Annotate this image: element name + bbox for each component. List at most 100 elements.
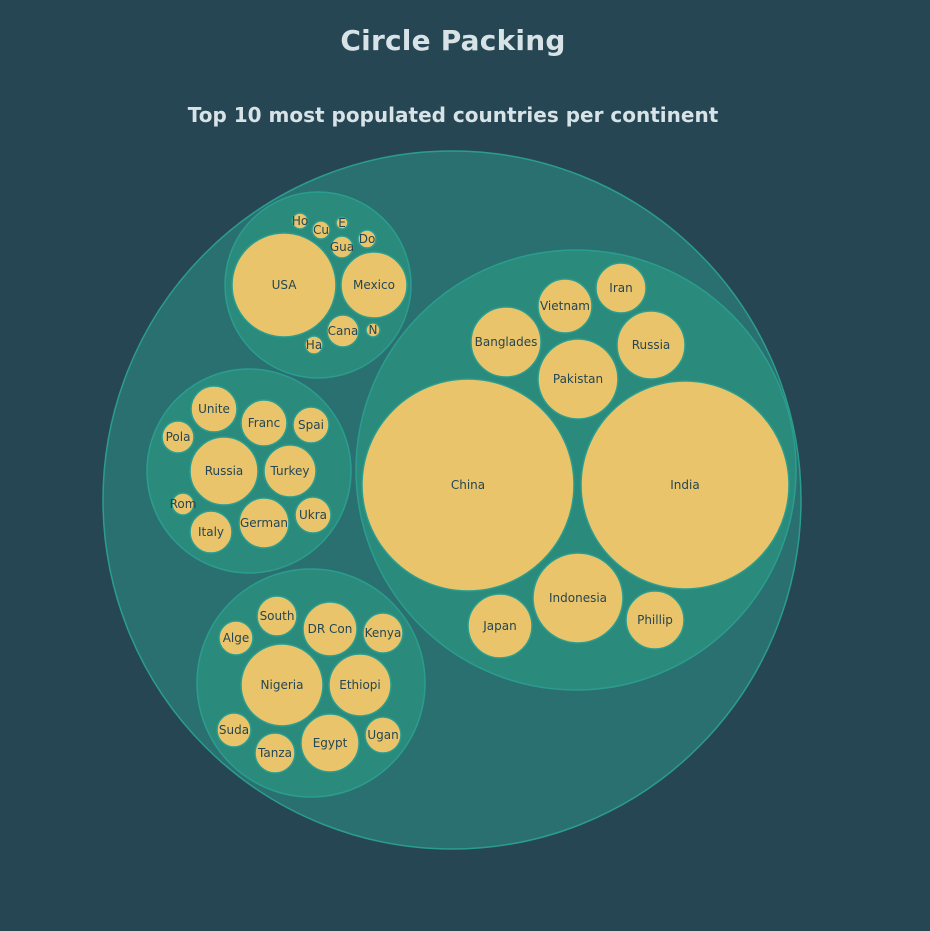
leaf-circle[interactable] [161, 420, 195, 454]
leaf-label: Spai [298, 418, 324, 432]
leaf-3-ho[interactable]: Ho [291, 212, 309, 230]
leaf-circle[interactable] [335, 216, 349, 230]
leaf-label: Pola [166, 430, 191, 444]
leaf-3-cana[interactable]: Cana [326, 314, 360, 348]
leaf-circle[interactable] [231, 232, 337, 338]
leaf-1-franc[interactable]: Franc [240, 399, 288, 447]
leaf-0-indonesia[interactable]: Indonesia [532, 552, 624, 644]
leaf-label: Kenya [365, 626, 402, 640]
leaf-circle[interactable] [291, 212, 309, 230]
leaf-label: Phillip [637, 613, 673, 627]
leaf-circle[interactable] [302, 601, 358, 657]
leaf-3-ha[interactable]: Ha [304, 335, 324, 355]
leaf-0-pakistan[interactable]: Pakistan [537, 338, 619, 420]
leaf-2-dr-con[interactable]: DR Con [302, 601, 358, 657]
leaf-2-kenya[interactable]: Kenya [362, 612, 404, 654]
leaf-label: Rom [170, 497, 197, 511]
leaf-1-russia[interactable]: Russia [189, 436, 259, 506]
leaf-circle[interactable] [330, 235, 354, 259]
leaf-1-italy[interactable]: Italy [189, 510, 233, 554]
leaf-label: Indonesia [549, 591, 607, 605]
leaf-3-cu[interactable]: Cu [311, 220, 331, 240]
leaf-0-china[interactable]: China [361, 378, 575, 592]
leaf-circle[interactable] [364, 716, 402, 754]
leaf-0-vietnam[interactable]: Vietnam [537, 278, 593, 334]
leaf-circle[interactable] [470, 306, 542, 378]
leaf-circle[interactable] [263, 444, 317, 498]
leaf-circle[interactable] [189, 436, 259, 506]
leaf-label: Ugan [367, 728, 398, 742]
leaf-0-india[interactable]: India [580, 380, 790, 590]
leaf-label: Tanza [257, 746, 292, 760]
leaf-label: DR Con [308, 622, 353, 636]
leaf-circle[interactable] [292, 406, 330, 444]
leaf-circle[interactable] [357, 229, 377, 249]
leaf-2-alge[interactable]: Alge [218, 620, 254, 656]
leaf-1-turkey[interactable]: Turkey [263, 444, 317, 498]
leaf-1-pola[interactable]: Pola [161, 420, 195, 454]
leaf-0-japan[interactable]: Japan [467, 593, 533, 659]
leaf-circle[interactable] [340, 251, 408, 319]
leaf-circle[interactable] [532, 552, 624, 644]
leaf-2-south[interactable]: South [256, 595, 298, 637]
leaf-circle[interactable] [240, 643, 324, 727]
leaf-circle[interactable] [467, 593, 533, 659]
leaf-label: E [338, 216, 346, 230]
leaf-1-rom[interactable]: Rom [170, 492, 197, 516]
leaf-1-unite[interactable]: Unite [190, 385, 238, 433]
leaf-3-do[interactable]: Do [357, 229, 377, 249]
leaf-1-german[interactable]: German [238, 497, 290, 549]
leaf-0-phillip[interactable]: Phillip [625, 590, 685, 650]
leaf-3-mexico[interactable]: Mexico [340, 251, 408, 319]
leaf-circle[interactable] [625, 590, 685, 650]
leaf-label: Unite [198, 402, 230, 416]
leaf-circle[interactable] [254, 732, 296, 774]
leaf-label: German [240, 516, 288, 530]
leaf-0-russia[interactable]: Russia [616, 310, 686, 380]
leaf-label: Vietnam [540, 299, 590, 313]
leaf-2-ethiopi[interactable]: Ethiopi [328, 653, 392, 717]
leaf-circle[interactable] [294, 496, 332, 534]
leaf-circle[interactable] [328, 653, 392, 717]
leaf-1-spai[interactable]: Spai [292, 406, 330, 444]
leaf-circle[interactable] [171, 492, 195, 516]
leaf-circle[interactable] [326, 314, 360, 348]
leaf-3-e[interactable]: E [335, 216, 349, 230]
leaf-0-banglades[interactable]: Banglades [470, 306, 542, 378]
leaf-3-gua[interactable]: Gua [330, 235, 354, 259]
leaf-circle[interactable] [304, 335, 324, 355]
leaf-label: South [260, 609, 295, 623]
leaf-circle[interactable] [218, 620, 254, 656]
leaf-label: Franc [248, 416, 281, 430]
leaf-2-ugan[interactable]: Ugan [364, 716, 402, 754]
leaf-3-n[interactable]: N [365, 322, 381, 338]
leaf-1-ukra[interactable]: Ukra [294, 496, 332, 534]
leaf-2-nigeria[interactable]: Nigeria [240, 643, 324, 727]
leaf-2-suda[interactable]: Suda [216, 712, 252, 748]
leaf-circle[interactable] [365, 322, 381, 338]
leaf-circle[interactable] [595, 262, 647, 314]
leaf-label: Cana [328, 324, 359, 338]
leaf-circle[interactable] [537, 278, 593, 334]
leaf-circle[interactable] [616, 310, 686, 380]
leaf-label: India [670, 478, 699, 492]
leaf-circle[interactable] [216, 712, 252, 748]
leaf-label: Ho [292, 214, 308, 228]
leaf-circle[interactable] [311, 220, 331, 240]
leaf-2-egypt[interactable]: Egypt [300, 713, 360, 773]
leaf-2-tanza[interactable]: Tanza [254, 732, 296, 774]
leaf-label: Alge [223, 631, 250, 645]
leaf-0-iran[interactable]: Iran [595, 262, 647, 314]
leaf-3-usa[interactable]: USA [231, 232, 337, 338]
leaf-circle[interactable] [190, 385, 238, 433]
leaf-label: Nigeria [261, 678, 304, 692]
leaf-circle[interactable] [361, 378, 575, 592]
leaf-circle[interactable] [240, 399, 288, 447]
leaf-circle[interactable] [189, 510, 233, 554]
leaf-circle[interactable] [300, 713, 360, 773]
leaf-circle[interactable] [238, 497, 290, 549]
leaf-circle[interactable] [256, 595, 298, 637]
leaf-circle[interactable] [580, 380, 790, 590]
leaf-circle[interactable] [362, 612, 404, 654]
leaf-circle[interactable] [537, 338, 619, 420]
